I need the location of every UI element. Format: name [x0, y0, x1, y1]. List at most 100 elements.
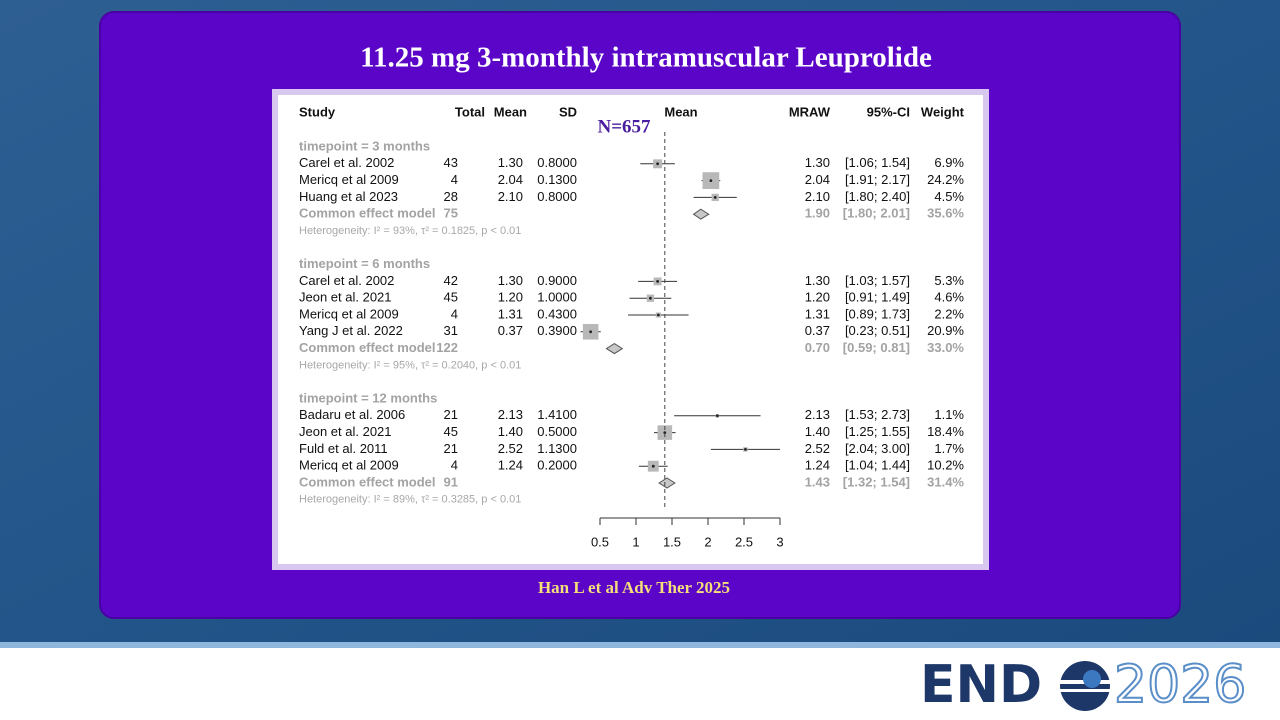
mraw: 1.40 [805, 424, 830, 439]
mean: 1.30 [498, 273, 523, 288]
common-diamond [605, 343, 624, 355]
sd: 0.8000 [537, 189, 577, 204]
sd: 0.8000 [537, 155, 577, 170]
total: 42 [444, 273, 458, 288]
column-header: Weight [921, 104, 965, 119]
study-name: Yang J et al. 2022 [299, 323, 403, 338]
common-label: Common effect model [299, 474, 436, 489]
column-header: MRAW [789, 104, 831, 119]
sd: 1.0000 [537, 290, 577, 305]
total: 45 [444, 290, 458, 305]
mean: 1.31 [498, 306, 523, 321]
study-name: Mericq et al 2009 [299, 458, 399, 473]
common-ci: [1.32; 1.54] [843, 474, 910, 489]
chart-box [272, 89, 989, 570]
common-total: 122 [436, 340, 458, 355]
sd: 1.4100 [537, 407, 577, 422]
common-total: 91 [444, 474, 458, 489]
slide-title: 11.25 mg 3-monthly intramuscular Leuprol… [360, 42, 932, 74]
mraw: 1.30 [805, 273, 830, 288]
ci: [2.04; 3.00] [845, 441, 910, 456]
logo-globe [1058, 661, 1112, 711]
total: 21 [444, 407, 458, 422]
ci: [0.91; 1.49] [845, 290, 910, 305]
study-point [656, 162, 659, 166]
ci: [1.03; 1.57] [845, 273, 910, 288]
total: 4 [451, 458, 458, 473]
column-header: Study [299, 104, 336, 119]
ci: [0.89; 1.73] [845, 306, 910, 321]
x-tick-label: 1 [632, 534, 639, 549]
sd: 0.2000 [537, 458, 577, 473]
mean: 2.04 [498, 172, 523, 187]
weight: 6.9% [934, 155, 964, 170]
weight: 2.2% [934, 306, 964, 321]
column-header: Total [455, 104, 485, 119]
weight: 5.3% [934, 273, 964, 288]
logo-left: END [920, 655, 1042, 715]
study-name: Badaru et al. 2006 [299, 407, 405, 422]
annotation: N=657 [597, 116, 651, 137]
study-point [656, 313, 660, 317]
mean: 1.30 [498, 155, 523, 170]
common-diamond [692, 208, 710, 220]
column-header: 95%-CI [867, 104, 910, 119]
study-name: Jeon et al. 2021 [299, 424, 392, 439]
citation: Han L et al Adv Ther 2025 [538, 578, 730, 597]
study-point [589, 330, 593, 334]
mraw: 2.04 [805, 172, 830, 187]
study-point [715, 414, 719, 418]
sd: 0.4300 [537, 306, 577, 321]
weight: 24.2% [927, 172, 964, 187]
weight: 1.1% [934, 407, 964, 422]
ci: [1.80; 2.40] [845, 189, 910, 204]
x-tick-label: 0.5 [591, 534, 609, 549]
common-weight: 31.4% [927, 474, 964, 489]
sd: 0.3900 [537, 323, 577, 338]
study-name: Carel et al. 2002 [299, 155, 394, 170]
common-weight: 35.6% [927, 206, 964, 221]
column-header: Mean [664, 104, 697, 119]
common-ci: [0.59; 0.81] [843, 340, 910, 355]
x-tick-label: 3 [776, 534, 783, 549]
study-name: Carel et al. 2002 [299, 273, 394, 288]
common-label: Common effect model [299, 340, 436, 355]
study-name: Huang et al 2023 [299, 189, 398, 204]
ci: [1.06; 1.54] [845, 155, 910, 170]
total: 31 [444, 323, 458, 338]
ci: [1.04; 1.44] [845, 458, 910, 473]
weight: 10.2% [927, 458, 964, 473]
x-tick-label: 2.5 [735, 534, 753, 549]
study-name: Fuld et al. 2011 [299, 441, 388, 456]
total: 45 [444, 424, 458, 439]
heterogeneity: Heterogeneity: I² = 95%, τ² = 0.2040, p … [299, 359, 521, 371]
ci: [1.53; 2.73] [845, 407, 910, 422]
mean: 1.20 [498, 290, 523, 305]
sd: 1.1300 [537, 441, 577, 456]
mraw: 1.20 [805, 290, 830, 305]
sd: 0.9000 [537, 273, 577, 288]
common-label: Common effect model [299, 206, 436, 221]
x-tick-label: 2 [704, 534, 711, 549]
heterogeneity: Heterogeneity: I² = 93%, τ² = 0.1825, p … [299, 225, 521, 237]
study-name: Jeon et al. 2021 [299, 290, 392, 305]
common-ci: [1.80; 2.01] [843, 206, 910, 221]
study-name: Mericq et al 2009 [299, 306, 399, 321]
study-point [651, 464, 655, 468]
mean: 1.24 [498, 458, 523, 473]
weight: 4.6% [934, 290, 964, 305]
mean: 0.37 [498, 323, 523, 338]
total: 43 [444, 155, 458, 170]
total: 21 [444, 441, 458, 456]
mraw: 1.31 [805, 306, 830, 321]
total: 28 [444, 189, 458, 204]
mraw: 1.24 [805, 458, 830, 473]
group-label: timepoint = 6 months [299, 256, 430, 271]
mean: 2.52 [498, 441, 523, 456]
mraw: 1.30 [805, 155, 830, 170]
common-mraw: 0.70 [805, 340, 830, 355]
x-tick-label: 1.5 [663, 534, 681, 549]
common-mraw: 1.43 [805, 474, 830, 489]
study-point [709, 179, 713, 183]
